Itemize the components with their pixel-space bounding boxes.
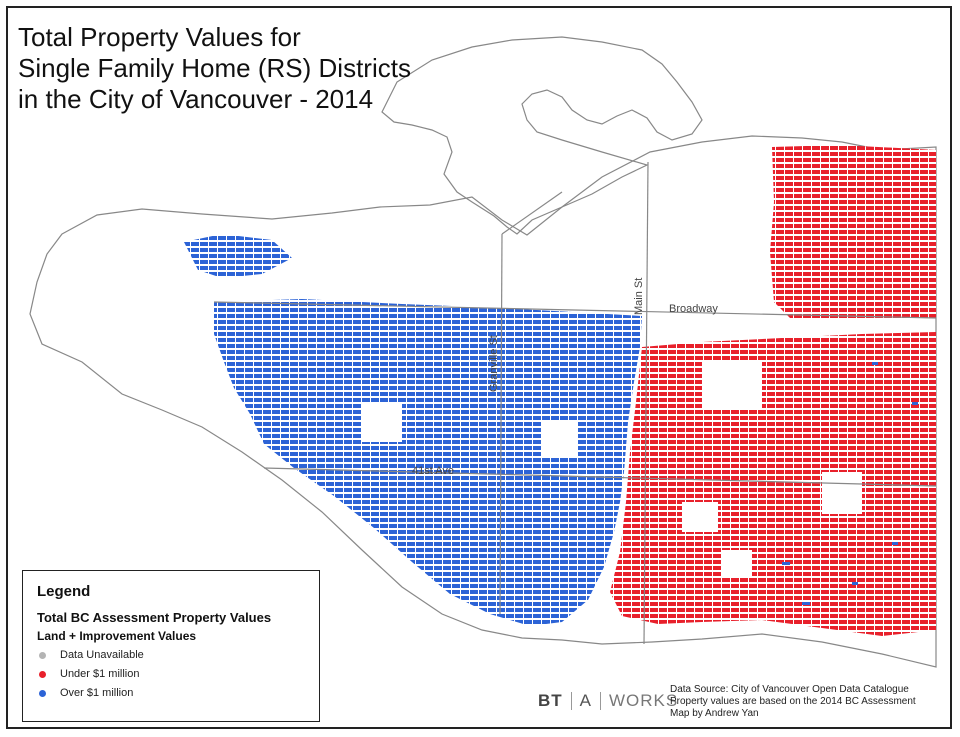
broadway-label: Broadway	[669, 303, 718, 315]
blue-dot-icon	[39, 689, 46, 697]
logo-separator	[570, 692, 572, 710]
map-title: Total Property Values for Single Family …	[18, 22, 411, 115]
city-map: Broadway 41st Ave Granville St Main St	[29, 36, 937, 668]
data-source-note: Data Source: City of Vancouver Open Data…	[670, 684, 916, 720]
stanley-park-outline	[381, 36, 703, 235]
forty-first-label: 41st Ave	[412, 465, 454, 477]
source-line-3: Map by Andrew Yan	[670, 708, 759, 719]
source-line-1: Data Source: City of Vancouver Open Data…	[670, 684, 909, 695]
title-line-2: Single Family Home (RS) Districts	[18, 53, 411, 83]
legend-item-unavailable: Data Unavailable	[39, 649, 309, 661]
legend-label: Under $1 million	[60, 668, 140, 680]
map-frame: Broadway 41st Ave Granville St Main St T…	[6, 6, 952, 729]
logo-part-bt: BT	[538, 691, 563, 710]
logo-part-works: WORKS	[609, 691, 679, 710]
city-boundary	[29, 135, 937, 668]
main-road	[643, 161, 649, 645]
mixed-dots	[782, 362, 918, 605]
legend-box: Legend Total BC Assessment Property Valu…	[22, 570, 320, 722]
forty-first-road	[263, 467, 937, 487]
legend-item-under: Under $1 million	[39, 668, 309, 680]
logo-separator	[600, 692, 602, 710]
legend-label: Over $1 million	[60, 687, 134, 699]
granville-bridge	[501, 191, 563, 235]
legend-subtitle: Total BC Assessment Property Values	[37, 610, 272, 625]
legend-item-over: Over $1 million	[39, 687, 309, 699]
red-dot-icon	[39, 670, 46, 678]
legend-label: Data Unavailable	[60, 649, 144, 661]
over-1m-northwest	[184, 234, 292, 278]
gray-dot-icon	[39, 651, 46, 659]
bta-works-logo: BT A WORKS	[538, 691, 678, 711]
under-1m-southeast	[610, 332, 936, 636]
logo-part-a: A	[579, 691, 593, 710]
over-1m-west-strip	[260, 382, 284, 414]
under-1m-north	[770, 145, 936, 320]
legend-subtitle-values: Land + Improvement Values	[37, 629, 197, 643]
granville-road	[499, 233, 503, 615]
main-label: Main St	[633, 278, 645, 315]
source-line-2: Property values are based on the 2014 BC…	[670, 696, 916, 707]
over-1m-district	[214, 299, 642, 626]
title-line-1: Total Property Values for	[18, 22, 301, 52]
title-line-3: in the City of Vancouver - 2014	[18, 84, 374, 114]
granville-label: Granville St	[488, 335, 500, 392]
broadway-road	[213, 301, 937, 319]
legend-heading: Legend	[37, 583, 91, 600]
